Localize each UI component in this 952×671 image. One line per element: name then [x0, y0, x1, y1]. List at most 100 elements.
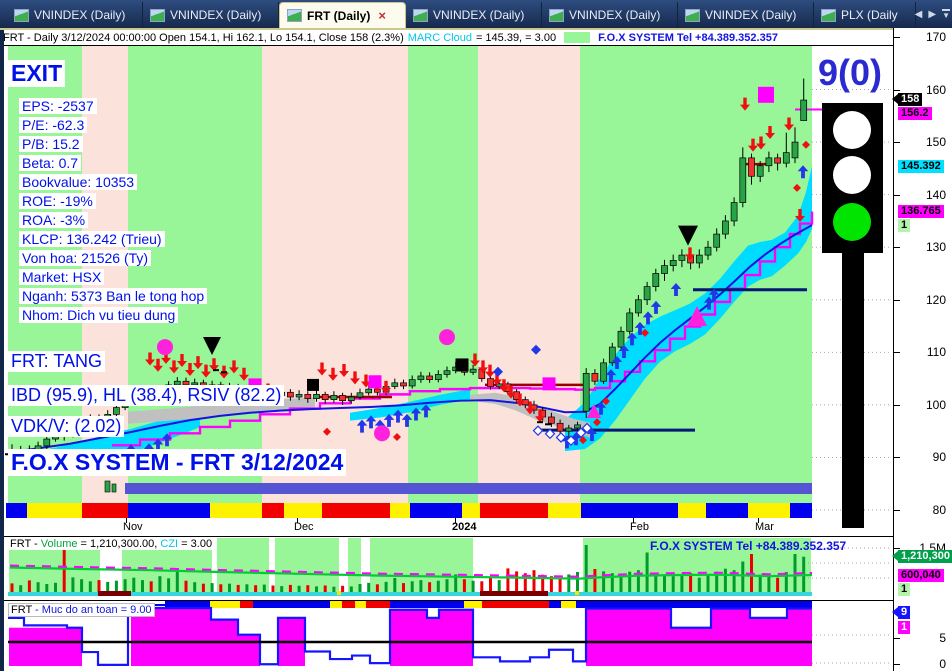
tab-bar: VNINDEX (Daily) VNINDEX (Daily) FRT (Daily…	[0, 0, 952, 28]
axis-tick	[894, 299, 900, 301]
axis-tick	[894, 352, 900, 354]
badge-arrow-icon	[892, 94, 898, 104]
czi-value: = 3.00	[181, 538, 213, 550]
axis-tick	[894, 89, 900, 91]
indicator-values-label: IBD (95.9), HL (38.4), RSIV (82.2)	[8, 385, 285, 406]
tab-bar-accent	[0, 28, 952, 30]
stat-line: Nhom: Dich vu tieu dung	[19, 307, 179, 323]
tab-list-icon[interactable]: ▼	[942, 8, 950, 20]
tab-vnindex-daily-[interactable]: VNINDEX (Daily)	[406, 2, 542, 28]
axis-tick	[894, 457, 900, 459]
price-badge: 1	[898, 583, 911, 596]
price-badge: 1	[898, 621, 911, 634]
date-tick	[126, 518, 127, 523]
chart-title-bar: FRT - Daily 3/12/2024 00:00:00 Open 154.…	[0, 30, 893, 46]
axis-tick-label: 170	[925, 30, 946, 44]
price-badge: 9	[892, 606, 911, 619]
stat-line: ROE: -19%	[19, 193, 96, 209]
date-label: Nov	[123, 521, 143, 533]
tab-label: PLX (Daily	[841, 8, 898, 22]
axis-tick-label: 150	[925, 135, 946, 150]
axis-tick	[894, 510, 900, 511]
stat-line: KLCP: 136.242 (Trieu)	[19, 231, 165, 247]
price-badge: 1,210,300	[892, 550, 952, 563]
fox-system-banner: F.O.X SYSTEM - FRT 3/12/2024	[8, 449, 347, 476]
axis-tick	[894, 638, 900, 639]
tab-frt-daily-[interactable]: FRT (Daily) ×	[279, 2, 406, 28]
volume-header: FRT - Volume = 1,210,300.00, CZI = 3.00	[8, 538, 215, 550]
chart-icon	[14, 8, 29, 22]
traffic-lamp-top	[833, 111, 871, 149]
marc-cloud-value: = 145.39, = 3.00	[475, 31, 557, 44]
axis-tick-label: 110	[926, 345, 946, 360]
axis-tick-label: 90	[932, 450, 946, 465]
volume-brand-text: F.O.X SYSTEM Tel +84.389.352.357	[650, 539, 847, 553]
tab-label: FRT (Daily)	[307, 8, 371, 23]
date-tick	[297, 518, 298, 523]
price-badge: 158	[892, 93, 923, 106]
date-tick	[455, 518, 456, 523]
axis-tick	[894, 142, 900, 144]
tab-plx-daily[interactable]: PLX (Daily	[814, 2, 916, 28]
safety-chart[interactable]	[0, 601, 893, 671]
tab-vnindex-daily-[interactable]: VNINDEX (Daily)	[678, 2, 814, 28]
chart-icon	[287, 9, 302, 22]
tab-label: VNINDEX (Daily)	[433, 8, 525, 22]
exit-label: EXIT	[8, 60, 66, 87]
stat-line: Market: HSX	[19, 269, 105, 285]
chart-icon	[685, 8, 700, 22]
price-axis-column: 170 160 150 140 130 120 110 100 90 80 158 156.2 145.…	[892, 28, 952, 671]
date-label: 2024	[452, 521, 477, 533]
volume-chart[interactable]	[0, 536, 893, 601]
tab-vnindex-daily-[interactable]: VNINDEX (Daily)	[143, 2, 279, 28]
price-badge: 156.2	[898, 107, 932, 120]
tab-label: VNINDEX (Daily)	[569, 8, 661, 22]
tab-vnindex-daily-[interactable]: VNINDEX (Daily)	[542, 2, 678, 28]
tab-label: VNINDEX (Daily)	[705, 8, 797, 22]
axis-tick	[894, 37, 900, 38]
price-badge: 145.392	[898, 160, 944, 173]
stat-line: P/B: 15.2	[19, 136, 83, 152]
legend-swatch	[564, 32, 591, 43]
chart-icon	[413, 8, 428, 22]
axis-tick	[894, 194, 900, 196]
tab-vnindex-daily-[interactable]: VNINDEX (Daily)	[7, 2, 143, 28]
axis-tick-label: 5	[939, 631, 946, 645]
tab-label: VNINDEX (Daily)	[34, 8, 126, 22]
safety-header: FRT - Muc do an toan = 9.00	[8, 603, 155, 617]
vdk-label: VDK/V: (2.02)	[8, 416, 125, 437]
stat-line: P/E: -62.3	[19, 117, 88, 133]
stat-line: EPS: -2537	[19, 98, 97, 114]
date-tick	[633, 518, 634, 523]
safety-symbol: FRT	[11, 604, 32, 616]
safety-label: - Muc do an toan = 9.00	[32, 604, 152, 616]
chart-icon	[549, 8, 564, 22]
chart-icon	[821, 8, 836, 22]
ohlc-summary: FRT - Daily 3/12/2024 00:00:00 Open 154.…	[3, 31, 404, 44]
date-label: Dec	[294, 521, 314, 533]
brand-text: F.O.X SYSTEM Tel +84.389.352.357	[598, 31, 778, 44]
volume-symbol: FRT	[10, 538, 31, 550]
axis-tick	[894, 548, 900, 549]
axis-tick	[894, 664, 900, 665]
traffic-lamp-green	[833, 203, 871, 241]
left-border	[0, 30, 4, 671]
stat-line: Bookvalue: 10353	[19, 174, 138, 190]
scroll-left-icon[interactable]: ◀	[914, 8, 923, 20]
scroll-right-icon[interactable]: ▶	[928, 8, 937, 20]
trend-signal-label: FRT: TANG	[8, 351, 106, 372]
fundamental-stats: EPS: -2537 P/E: -62.3 P/B: 15.2 Beta: 0.7 Bo…	[19, 98, 208, 326]
signal-score: 9(0)	[818, 52, 883, 93]
volume-sep: -	[31, 538, 41, 550]
price-badge: 136.765	[898, 205, 944, 218]
traffic-light-pole	[842, 253, 864, 528]
badge-arrow-icon	[892, 607, 898, 617]
date-label: Mar	[755, 521, 774, 533]
axis-tick-label: 160	[925, 82, 946, 97]
stat-line: ROA: -3%	[19, 212, 89, 228]
tab-nav: ◀ ▶ ▼	[915, 0, 950, 28]
axis-tick-label: 100	[925, 397, 946, 412]
tab-label: VNINDEX (Daily)	[170, 8, 262, 22]
close-icon[interactable]: ×	[378, 8, 386, 23]
